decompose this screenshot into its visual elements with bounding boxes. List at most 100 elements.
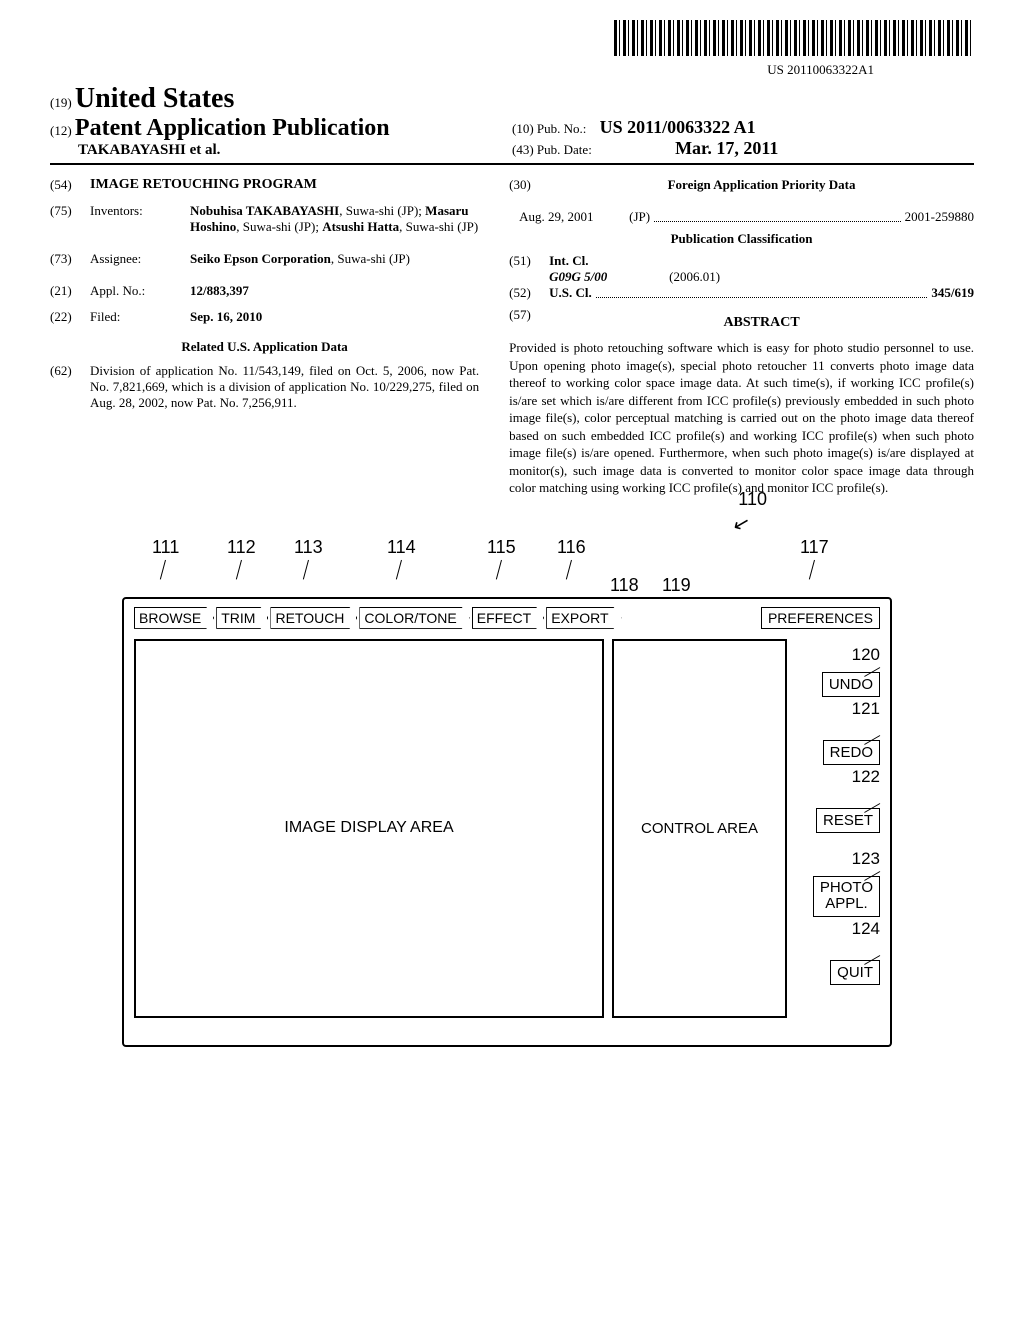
label-120: 120 [852, 645, 880, 665]
label-117: 117 [800, 537, 829, 580]
quit-group: QUIT [830, 955, 880, 985]
redo-button[interactable]: REDO [823, 740, 880, 765]
priority-country: (JP) [629, 209, 650, 225]
pub-no-code: (10) [512, 121, 534, 136]
uscl-value: 345/619 [931, 285, 974, 301]
abstract-header: ABSTRACT [549, 315, 974, 331]
barcode-text: US 20110063322A1 [50, 62, 874, 78]
label-110: 110 [738, 489, 767, 510]
tab-browse[interactable]: BROWSE [134, 607, 214, 629]
pub-type: Patent Application Publication [75, 115, 390, 141]
uscl-dots [596, 285, 928, 298]
label-122: 122 [852, 767, 880, 787]
tab-colortone[interactable]: COLOR/TONE [359, 607, 469, 629]
uscl-label: U.S. Cl. [549, 285, 592, 301]
pub-class-header: Publication Classification [509, 231, 974, 247]
filed-value: Sep. 16, 2010 [190, 309, 479, 325]
inventors-row: (75) Inventors: Nobuhisa TAKABAYASHI, Su… [50, 203, 479, 235]
tab-retouch[interactable]: RETOUCH [270, 607, 357, 629]
country-code: (19) [50, 95, 72, 110]
panels-row: IMAGE DISPLAY AREA CONTROL AREA 120 UNDO… [124, 633, 890, 1028]
title-row: (54) IMAGE RETOUCHING PROGRAM [50, 177, 479, 193]
header-left: (19) United States (12) Patent Applicati… [50, 83, 466, 159]
preferences-button[interactable]: PREFERENCES [761, 607, 880, 629]
tabs-row: BROWSE TRIM RETOUCH COLOR/TONE EFFECT EX… [124, 599, 890, 633]
title-value: IMAGE RETOUCHING PROGRAM [90, 177, 479, 193]
header-section: (19) United States (12) Patent Applicati… [50, 83, 974, 165]
intcl-value: G09G 5/00 [549, 269, 669, 285]
main-window-frame: BROWSE TRIM RETOUCH COLOR/TONE EFFECT EX… [122, 597, 892, 1047]
foreign-header: Foreign Application Priority Data [549, 177, 974, 193]
body-section: (54) IMAGE RETOUCHING PROGRAM (75) Inven… [50, 177, 974, 497]
title-code: (54) [50, 177, 90, 193]
authors-line: TAKABAYASHI et al. [50, 142, 466, 159]
pub-date-label: Pub. Date: [537, 142, 592, 157]
appl-code: (21) [50, 283, 90, 299]
uscl-row: (52) U.S. Cl. 345/619 [509, 285, 974, 301]
priority-row: Aug. 29, 2001 (JP) 2001-259880 [509, 209, 974, 225]
label-118: 118 [610, 575, 639, 596]
control-area: CONTROL AREA [612, 639, 787, 1018]
pub-date-value: Mar. 17, 2011 [675, 138, 778, 158]
priority-date: Aug. 29, 2001 [509, 209, 629, 225]
label-124: 124 [852, 919, 880, 939]
appl-value: 12/883,397 [190, 283, 479, 299]
inventors-label: Inventors: [90, 203, 190, 235]
assignee-value: Seiko Epson Corporation, Suwa-shi (JP) [190, 251, 479, 267]
abstract-code: (57) [509, 307, 549, 339]
left-column: (54) IMAGE RETOUCHING PROGRAM (75) Inven… [50, 177, 479, 497]
tab-export[interactable]: EXPORT [546, 607, 621, 629]
appl-row: (21) Appl. No.: 12/883,397 [50, 283, 479, 299]
label-121: 121 [852, 699, 880, 719]
tab-trim[interactable]: TRIM [216, 607, 268, 629]
reset-group: RESET [816, 803, 880, 833]
priority-dots [654, 209, 901, 222]
side-buttons: 120 UNDO 121 REDO 122 RESET [795, 639, 880, 1018]
foreign-row: (30) Foreign Application Priority Data [509, 177, 974, 199]
figure-container: 110 ↙ 111 112 113 114 115 116 118 119 11… [50, 537, 974, 1047]
uscl-code: (52) [509, 285, 549, 301]
assignee-row: (73) Assignee: Seiko Epson Corporation, … [50, 251, 479, 267]
intcl-value-row: G09G 5/00 (2006.01) [509, 269, 974, 285]
quit-button[interactable]: QUIT [830, 960, 880, 985]
abstract-header-row: (57) ABSTRACT [509, 307, 974, 339]
division-text: Division of application No. 11/543,149, … [90, 363, 479, 411]
filed-code: (22) [50, 309, 90, 325]
right-column: (30) Foreign Application Priority Data A… [509, 177, 974, 497]
image-display-area: IMAGE DISPLAY AREA [134, 639, 604, 1018]
assignee-label: Assignee: [90, 251, 190, 267]
inventors-code: (75) [50, 203, 90, 235]
reset-button[interactable]: RESET [816, 808, 880, 833]
header-right: (10) Pub. No.: US 2011/0063322 A1 (43) P… [512, 117, 974, 159]
country-name: United States [75, 83, 234, 114]
tab-effect[interactable]: EFFECT [472, 607, 544, 629]
division-code: (62) [50, 363, 90, 411]
related-header: Related U.S. Application Data [50, 339, 479, 355]
filed-label: Filed: [90, 309, 190, 325]
photo-appl-button[interactable]: PHOTO APPL. [813, 876, 880, 917]
pub-no-value: US 2011/0063322 A1 [600, 117, 756, 137]
pub-date-code: (43) [512, 142, 534, 157]
label-123: 123 [852, 849, 880, 869]
figure: 110 ↙ 111 112 113 114 115 116 118 119 11… [122, 537, 902, 1047]
arrow-110-icon: ↙ [730, 509, 753, 537]
intcl-row: (51) Int. Cl. [509, 253, 974, 269]
intcl-label: Int. Cl. [549, 253, 609, 269]
inventors-value: Nobuhisa TAKABAYASHI, Suwa-shi (JP); Mas… [190, 203, 479, 235]
label-114: 114 [387, 537, 416, 580]
priority-num: 2001-259880 [905, 209, 974, 225]
intcl-year: (2006.01) [669, 269, 720, 285]
undo-group: 120 UNDO 121 [822, 645, 880, 719]
label-115: 115 [487, 537, 516, 580]
division-row: (62) Division of application No. 11/543,… [50, 363, 479, 411]
intcl-code: (51) [509, 253, 549, 269]
appl-label: Appl. No.: [90, 283, 190, 299]
label-119: 119 [662, 575, 691, 596]
label-116: 116 [557, 537, 586, 580]
doc-code: (12) [50, 123, 72, 138]
barcode-graphic [614, 20, 974, 56]
label-112: 112 [227, 537, 256, 580]
undo-button[interactable]: UNDO [822, 672, 880, 697]
label-113: 113 [294, 537, 323, 580]
barcode-section: US 20110063322A1 [50, 20, 974, 78]
